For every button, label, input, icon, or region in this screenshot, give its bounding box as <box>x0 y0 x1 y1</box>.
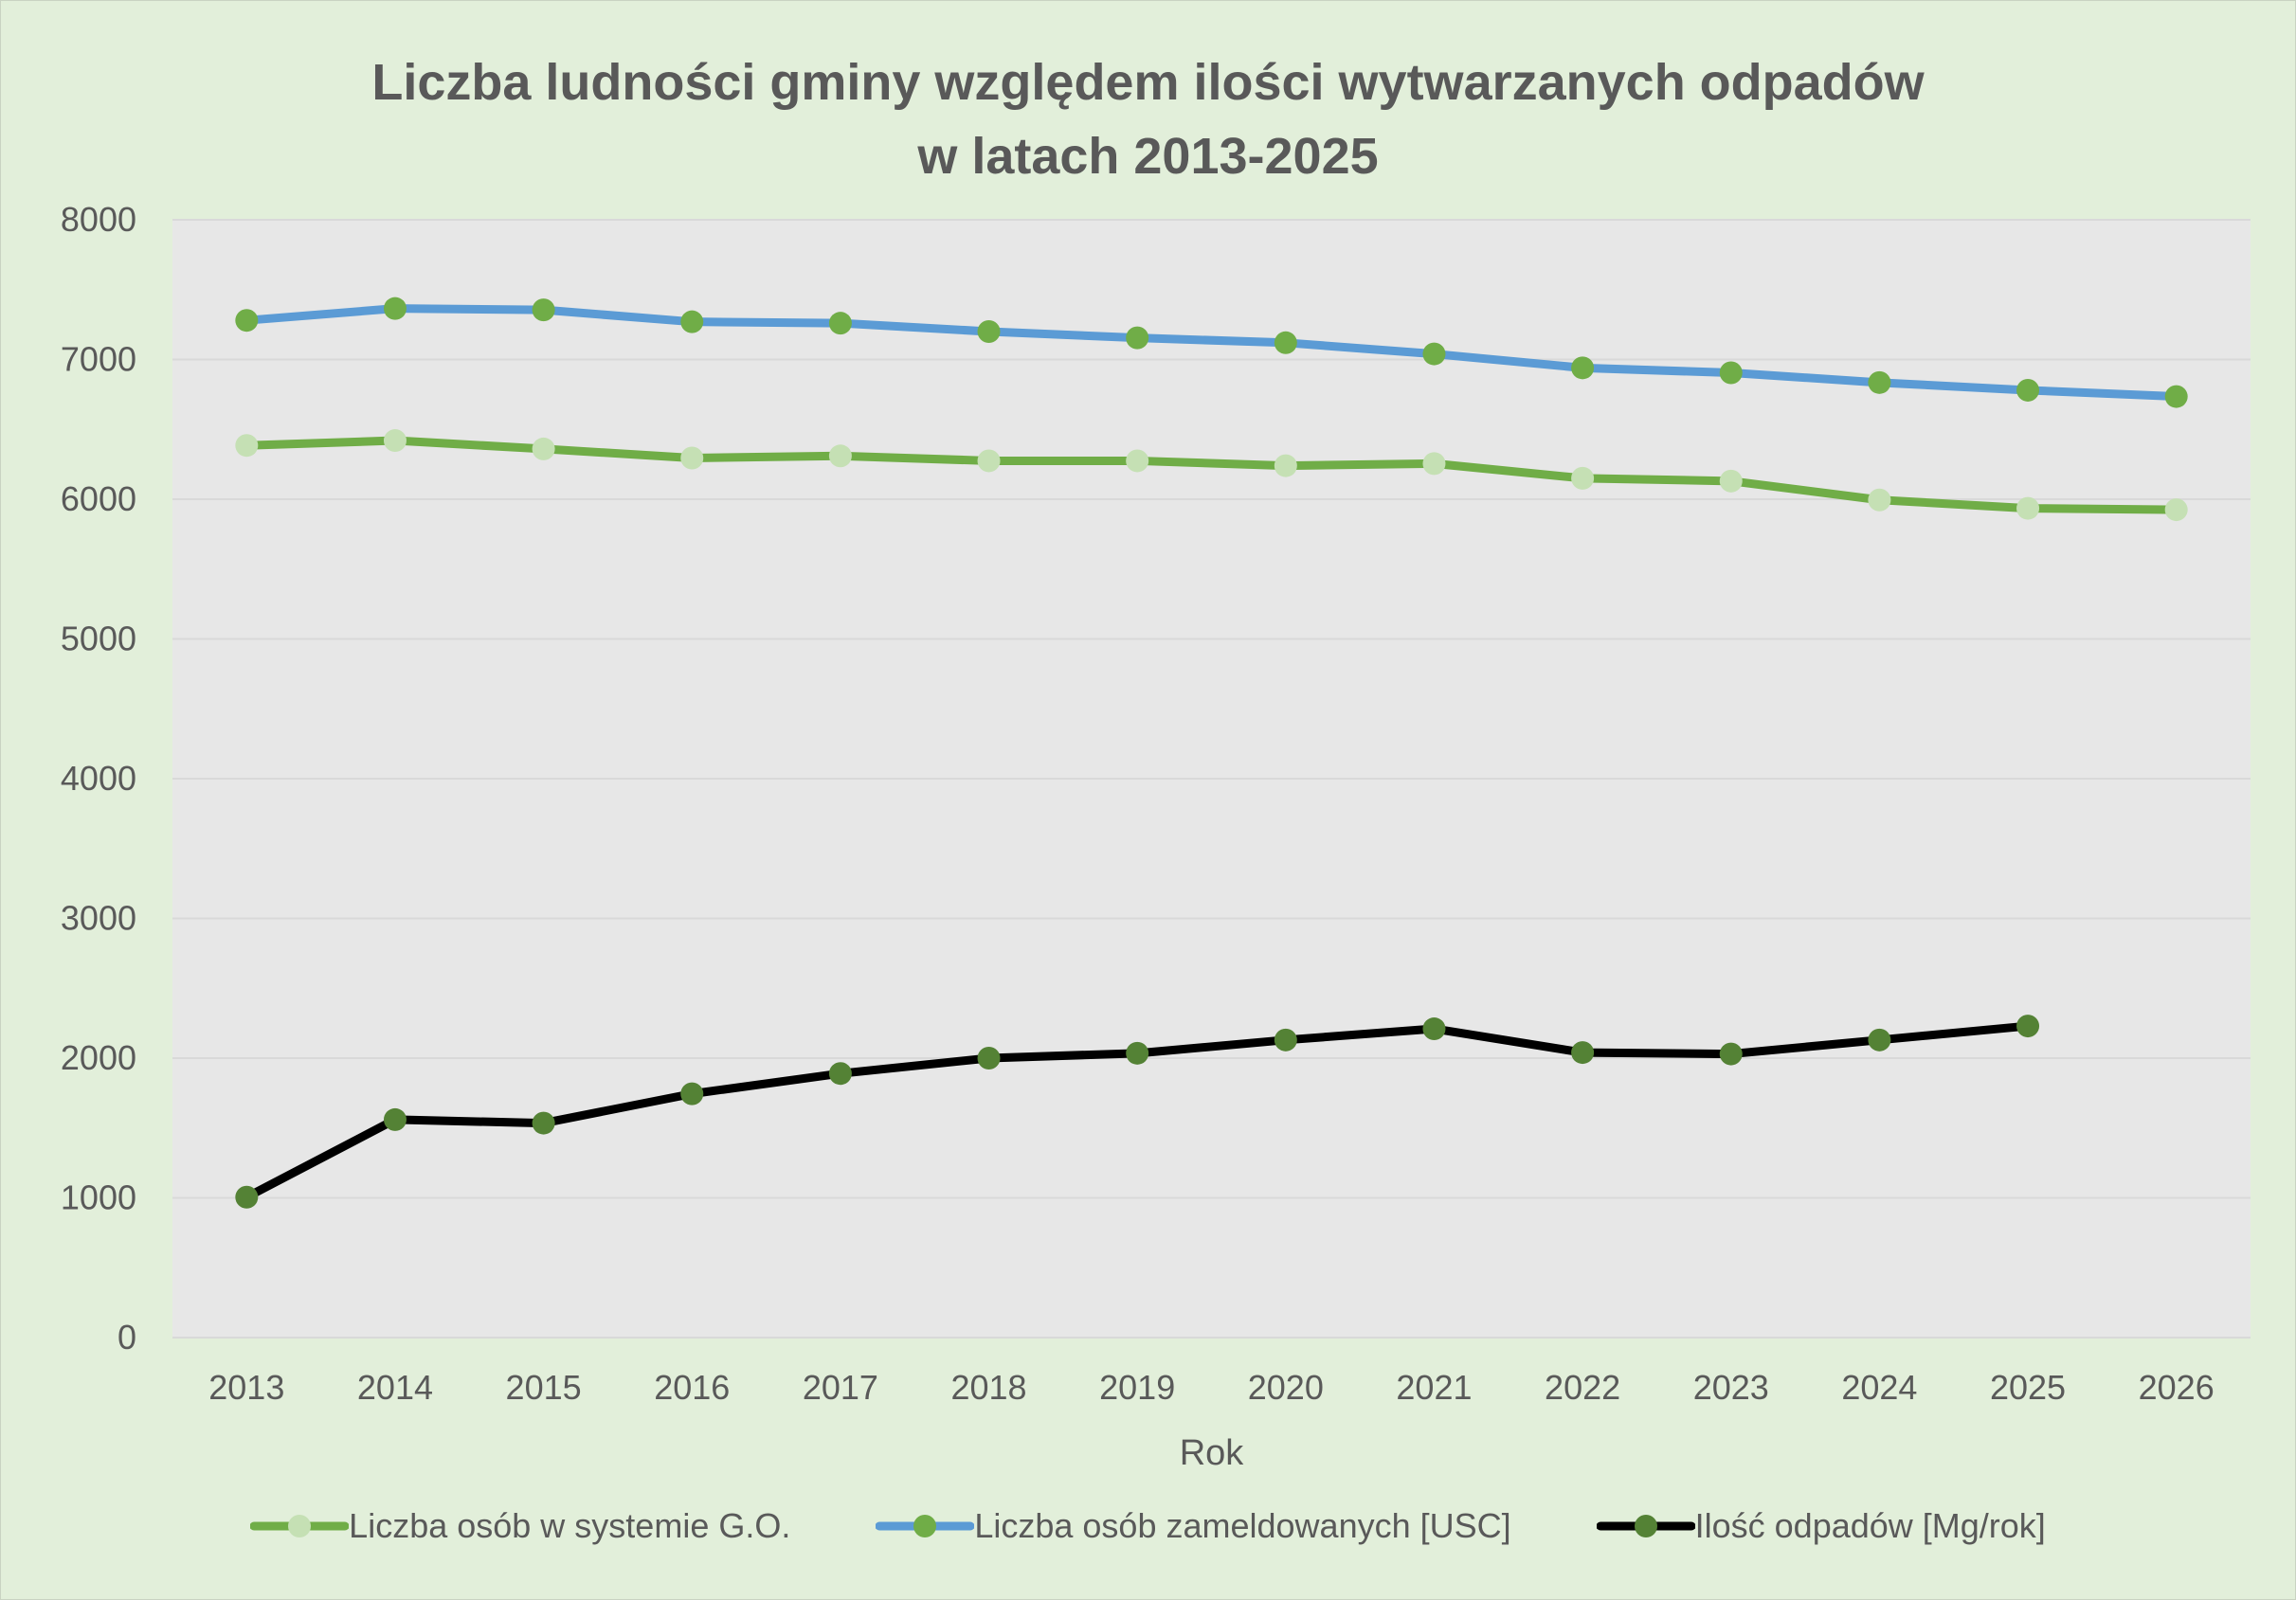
data-point <box>532 437 555 460</box>
data-point <box>1719 1042 1743 1066</box>
x-tick-label: 2026 <box>2139 1368 2215 1407</box>
legend-label: Ilość odpadów [Mg/rok] <box>1694 1506 2046 1545</box>
data-point <box>828 1062 852 1086</box>
data-point <box>680 446 704 470</box>
data-point <box>1571 1041 1595 1065</box>
data-point <box>1719 361 1743 385</box>
data-point <box>383 1107 407 1131</box>
x-tick-label: 2018 <box>950 1368 1026 1407</box>
data-point <box>680 310 704 333</box>
data-point <box>2016 1015 2040 1038</box>
x-tick-label: 2017 <box>803 1368 878 1407</box>
data-point <box>2016 496 2040 520</box>
data-point <box>2016 378 2040 402</box>
data-point <box>1422 1017 1446 1041</box>
data-point <box>2164 498 2188 522</box>
legend: Liczba osób w systemie G.O. Liczba osób z… <box>0 1506 2296 1546</box>
legend-item-3: Ilość odpadów [Mg/rok] <box>1596 1506 2046 1546</box>
data-point <box>235 309 259 333</box>
legend-swatch <box>876 1515 975 1537</box>
x-tick-label: 2020 <box>1248 1368 1324 1407</box>
x-tick-label: 2023 <box>1693 1368 1769 1407</box>
data-point <box>977 320 1001 343</box>
y-tick-label: 2000 <box>61 1038 136 1077</box>
series-group <box>235 297 2188 1209</box>
data-point <box>1571 466 1595 490</box>
data-point <box>1274 1028 1297 1052</box>
series-2 <box>235 297 2188 408</box>
x-tick-label: 2015 <box>506 1368 582 1407</box>
series-line <box>242 436 2181 514</box>
legend-label: Liczba osób zameldowanych [USC] <box>974 1506 1511 1545</box>
data-point <box>1422 452 1446 476</box>
data-point <box>2164 385 2188 408</box>
data-point <box>1719 469 1743 493</box>
data-point <box>1274 331 1297 354</box>
legend-item-1: Liczba osób w systemie G.O. <box>250 1506 790 1546</box>
chart-title-line-2: w latach 2013-2025 <box>917 128 1379 185</box>
data-point <box>532 1111 555 1135</box>
data-point <box>977 449 1001 473</box>
legend-label: Liczba osób w systemie G.O. <box>349 1506 791 1545</box>
data-point <box>1868 370 1891 394</box>
y-tick-label: 1000 <box>61 1178 136 1217</box>
y-tick-label: 6000 <box>61 479 136 518</box>
data-point <box>680 1082 704 1106</box>
chart-title: Liczba ludności gminy względem ilości wy… <box>0 45 2296 193</box>
data-point <box>1274 454 1297 477</box>
x-tick-label: 2024 <box>1841 1368 1917 1407</box>
x-tick-label: 2014 <box>357 1368 433 1407</box>
chart-title-line-1: Liczba ludności gminy względem ilości wy… <box>371 54 1925 111</box>
data-point <box>1868 488 1891 512</box>
x-tick-label: 2021 <box>1396 1368 1472 1407</box>
data-point <box>1126 1041 1149 1065</box>
y-axis: 0 1000 2000 3000 4000 5000 6000 7000 8000 <box>61 200 136 1357</box>
data-point <box>1868 1028 1891 1052</box>
x-tick-label: 2016 <box>654 1368 730 1407</box>
x-axis: 2013 2014 2015 2016 2017 2018 2019 2020 2021 2022… <box>208 1368 2214 1407</box>
data-point <box>977 1047 1001 1070</box>
data-point <box>383 429 407 453</box>
legend-item-2: Liczba osób zameldowanych [USC] <box>876 1506 1511 1546</box>
series-line <box>242 304 2181 402</box>
data-point <box>1571 356 1595 380</box>
data-point <box>828 444 852 468</box>
data-point <box>235 1185 259 1209</box>
data-point <box>532 298 555 322</box>
data-point <box>828 312 852 335</box>
x-tick-label: 2022 <box>1545 1368 1620 1407</box>
data-point <box>1126 449 1149 473</box>
y-tick-label: 0 <box>118 1318 136 1357</box>
legend-swatch <box>250 1515 350 1537</box>
x-tick-label: 2025 <box>1990 1368 2066 1407</box>
data-point <box>1126 326 1149 350</box>
legend-swatch <box>1596 1515 1695 1537</box>
x-tick-label: 2013 <box>208 1368 284 1407</box>
data-point <box>235 434 259 458</box>
y-tick-label: 5000 <box>61 620 136 658</box>
y-tick-label: 7000 <box>61 340 136 379</box>
series-3 <box>235 1015 2040 1209</box>
x-axis-title: Rok <box>1180 1433 1245 1473</box>
x-tick-label: 2019 <box>1099 1368 1175 1407</box>
data-point <box>1422 342 1446 366</box>
y-tick-label: 3000 <box>61 899 136 938</box>
series-1 <box>235 429 2188 522</box>
y-tick-label: 4000 <box>61 759 136 798</box>
y-tick-label: 8000 <box>61 200 136 239</box>
data-point <box>383 297 407 320</box>
